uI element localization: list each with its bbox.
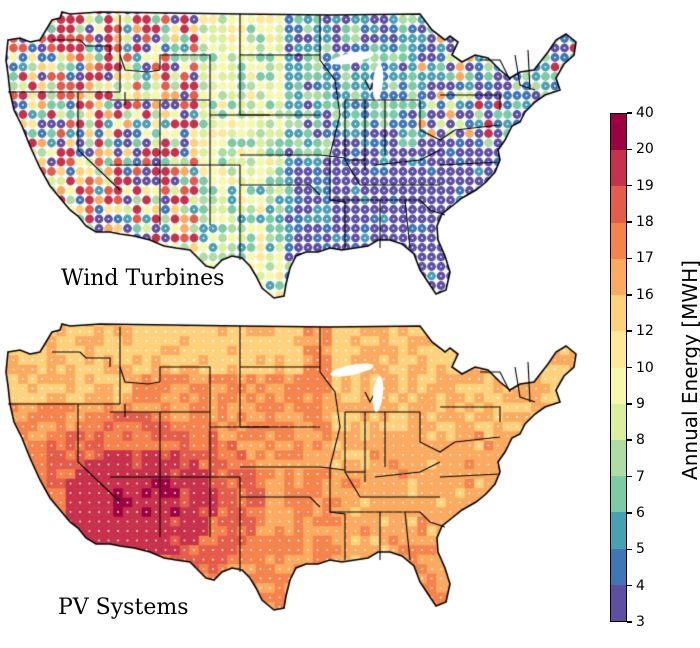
colorbar-segment <box>611 222 626 259</box>
colorbar-tick <box>627 548 632 551</box>
colorbar-segment <box>611 584 626 622</box>
colorbar-tick <box>627 112 632 114</box>
colorbar-segment <box>611 512 626 549</box>
wind-turbines-label: Wind Turbines <box>61 266 225 291</box>
colorbar-tick-label: 7 <box>636 468 645 485</box>
colorbar-segment <box>611 367 626 404</box>
colorbar-tick <box>627 439 632 441</box>
colorbar-segment <box>611 403 626 440</box>
colorbar-tick-label: 17 <box>636 250 654 267</box>
colorbar-segment <box>611 439 626 477</box>
colorbar-segment <box>611 476 626 513</box>
colorbar-tick <box>627 584 632 587</box>
colorbar-tick-label: 3 <box>636 614 645 630</box>
colorbar-tick-label: 9 <box>636 395 645 412</box>
colorbar-segment <box>611 295 626 332</box>
wind-map-canvas <box>0 0 590 320</box>
colorbar-segment <box>611 150 626 187</box>
colorbar-tick-label: 12 <box>636 323 654 340</box>
colorbar-tick <box>627 621 632 623</box>
colorbar <box>610 113 627 622</box>
colorbar-tick-label: 4 <box>636 577 645 594</box>
pv-map-canvas <box>0 312 590 648</box>
colorbar-tick-label: 40 <box>636 105 654 121</box>
colorbar-tick-label: 5 <box>636 541 645 558</box>
colorbar-tick-label: 8 <box>636 432 645 449</box>
colorbar-tick-label: 18 <box>636 214 654 231</box>
colorbar-segment <box>611 258 626 296</box>
wind-turbines-map <box>0 0 590 320</box>
colorbar-tick <box>627 475 632 478</box>
colorbar-tick-label: 20 <box>636 141 654 158</box>
colorbar-segment <box>611 331 626 368</box>
colorbar-segment <box>611 114 626 151</box>
colorbar-tick <box>627 257 632 260</box>
pv-systems-map <box>0 312 590 648</box>
colorbar-tick <box>627 366 632 369</box>
colorbar-tick <box>627 403 632 405</box>
colorbar-segment <box>611 186 626 223</box>
colorbar-tick-label: 6 <box>636 504 645 521</box>
colorbar-tick <box>627 512 632 514</box>
colorbar-tick <box>627 330 632 332</box>
colorbar-segment <box>611 548 626 585</box>
colorbar-tick <box>627 148 632 151</box>
colorbar-title: Annual Energy [MWH] <box>678 260 700 480</box>
colorbar-tick <box>627 221 632 223</box>
colorbar-tick <box>627 184 632 187</box>
colorbar-tick-label: 10 <box>636 359 654 376</box>
colorbar-tick-label: 19 <box>636 177 654 194</box>
pv-systems-label: PV Systems <box>58 595 189 620</box>
colorbar-tick-label: 16 <box>636 286 654 303</box>
colorbar-tick <box>627 294 632 296</box>
